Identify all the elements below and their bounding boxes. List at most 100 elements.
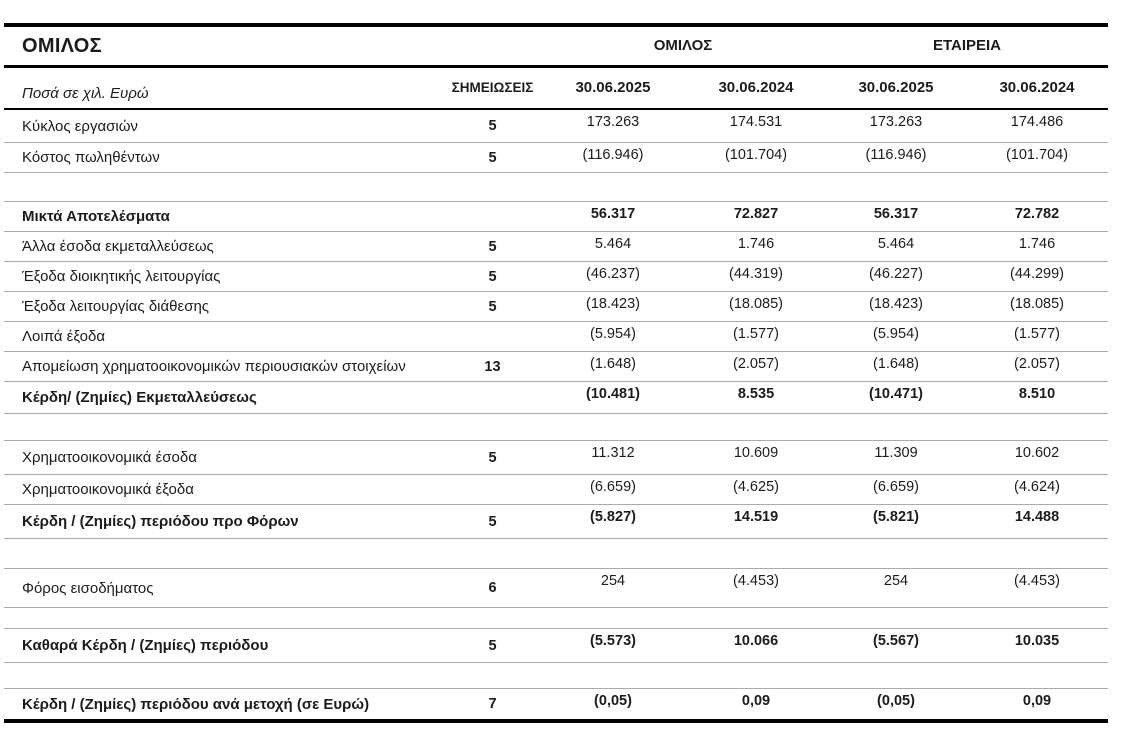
- row-value: 5.464: [877, 236, 915, 252]
- row-label: Καθαρά Κέρδη / (Ζημίες) περιόδου: [22, 637, 269, 654]
- notes-column-header: ΣΗΜΕΙΩΣΕΙΣ: [451, 80, 534, 95]
- row-label: Απομείωση χρηματοοικονομικών περιουσιακώ…: [22, 358, 406, 375]
- period-header: 30.06.2024: [718, 79, 794, 96]
- row-note: 7: [488, 696, 497, 712]
- row-value: 56.317: [590, 206, 636, 222]
- page-title: ΟΜΙΛΟΣ: [22, 34, 102, 57]
- row-value: (6.659): [590, 479, 636, 495]
- unit-label: Ποσά σε χιλ. Ευρώ: [22, 85, 149, 102]
- title-band: ΟΜΙΛΟΣ ΟΜΙΛΟΣ ΕΤΑΙΡΕΙΑ: [4, 27, 1108, 68]
- row-value: (5.954): [873, 326, 919, 342]
- row-value: (5.821): [873, 509, 919, 525]
- row-value: (4.625): [733, 479, 779, 495]
- row-label: Χρηματοοικονομικά έσοδα: [22, 449, 197, 466]
- row-value: (101.704): [1005, 147, 1069, 163]
- row-value: (4.453): [733, 573, 779, 589]
- row-label: Κύκλος εργασιών: [22, 117, 138, 135]
- spacer-row: [4, 663, 1108, 689]
- row-value: (18.085): [728, 296, 783, 312]
- row-value: 174.531: [729, 114, 783, 130]
- table-row: Κόστος πωληθέντων 5 (116.946) (101.704) (116…: [4, 143, 1108, 173]
- table-body: Κύκλος εργασιών 5 173.263 174.531 173.263 174…: [4, 110, 1108, 723]
- period-header: 30.06.2024: [999, 79, 1075, 96]
- row-value: 254: [600, 573, 626, 589]
- row-value: 1.746: [737, 236, 775, 252]
- row-note: 13: [484, 358, 501, 375]
- row-value: 1.746: [1018, 236, 1056, 252]
- table-row: Μικτά Αποτελέσματα 56.317 72.827 56.317 72.7…: [4, 202, 1108, 232]
- row-value: (44.299): [1009, 266, 1064, 282]
- row-value: (18.423): [585, 296, 640, 312]
- row-label: Φόρος εισοδήματος: [22, 579, 154, 597]
- row-value: 72.827: [733, 206, 779, 222]
- period-header: 30.06.2025: [575, 79, 651, 96]
- row-value: 0,09: [741, 693, 771, 709]
- row-label: Μικτά Αποτελέσματα: [22, 208, 170, 225]
- row-value: (2.057): [733, 356, 779, 372]
- row-value: (18.085): [1009, 296, 1064, 312]
- row-value: (5.567): [873, 633, 919, 649]
- row-label: Έξοδα λειτουργίας διάθεσης: [22, 298, 210, 315]
- row-value: (5.954): [590, 326, 636, 342]
- row-note: [445, 475, 540, 504]
- row-value: (101.704): [724, 147, 788, 163]
- income-statement-table: ΟΜΙΛΟΣ ΟΜΙΛΟΣ ΕΤΑΙΡΕΙΑ Ποσά σε χιλ. Ευρώ…: [4, 23, 1108, 723]
- row-value: (4.624): [1014, 479, 1060, 495]
- row-value: (1.577): [1014, 326, 1060, 342]
- spacer-row: [4, 608, 1108, 629]
- row-value: 5.464: [594, 236, 632, 252]
- table-row: Χρηματοοικονομικά έξοδα (6.659) (4.625) (6.…: [4, 475, 1108, 505]
- row-value: (5.827): [590, 509, 636, 525]
- row-label: Λοιπά έξοδα: [22, 328, 106, 345]
- row-value: (46.237): [585, 266, 640, 282]
- table-row: Κέρδη/ (Ζημίες) Εκμεταλλεύσεως (10.481) 8.…: [4, 382, 1108, 414]
- row-value: 72.782: [1014, 206, 1060, 222]
- spacer-row: [4, 414, 1108, 441]
- row-label: Έξοδα διοικητικής λειτουργίας: [22, 268, 221, 285]
- row-value: 10.035: [1014, 633, 1060, 649]
- row-note: 5: [488, 268, 497, 285]
- row-value: (46.227): [868, 266, 923, 282]
- row-value: (10.481): [585, 386, 640, 402]
- row-value: 8.510: [1018, 386, 1056, 402]
- table-row: Απομείωση χρηματοοικονομικών περιουσιακώ…: [4, 352, 1108, 382]
- row-label: Άλλα έσοδα εκμεταλλεύσεως: [22, 238, 214, 255]
- row-label: Κόστος πωληθέντων: [22, 149, 160, 166]
- row-note: 6: [488, 580, 497, 596]
- table-row: Έξοδα λειτουργίας διάθεσης 5 (18.423) (18.0…: [4, 292, 1108, 322]
- row-value: (116.946): [582, 147, 644, 163]
- row-value: (0,05): [877, 693, 915, 709]
- row-value: (1.648): [590, 356, 636, 372]
- row-value: (4.453): [1014, 573, 1060, 589]
- row-label: Κέρδη / (Ζημίες) περιόδου ανά μετοχή (σε…: [22, 695, 370, 713]
- row-note: [445, 382, 540, 413]
- row-note: 5: [488, 118, 497, 134]
- row-value: (1.648): [873, 356, 919, 372]
- table-row: Κύκλος εργασιών 5 173.263 174.531 173.263 174…: [4, 110, 1108, 143]
- row-note: 5: [488, 149, 497, 166]
- row-value: (1.577): [733, 326, 779, 342]
- row-value: 14.488: [1014, 509, 1060, 525]
- table-row: Άλλα έσοδα εκμεταλλεύσεως 5 5.464 1.746 5.46…: [4, 232, 1108, 262]
- row-value: 11.309: [874, 445, 918, 461]
- table-row: Κέρδη / (Ζημίες) περιόδου προ Φόρων 5 (5.8…: [4, 505, 1108, 539]
- row-value: 14.519: [733, 509, 779, 525]
- row-value: 10.066: [733, 633, 779, 649]
- row-note: 5: [488, 637, 497, 654]
- row-value: 8.535: [737, 386, 775, 402]
- table-row: Φόρος εισοδήματος 6 254 (4.453) 254 (4.453): [4, 569, 1108, 608]
- row-note: [445, 322, 540, 351]
- row-value: (18.423): [868, 296, 923, 312]
- row-value: (2.057): [1014, 356, 1060, 372]
- row-label: Κέρδη / (Ζημίες) περιόδου προ Φόρων: [22, 513, 299, 530]
- row-value: 254: [883, 573, 909, 589]
- period-header: 30.06.2025: [858, 79, 934, 96]
- row-value: 10.609: [733, 445, 779, 461]
- row-note: 5: [488, 238, 497, 255]
- column-header-row: Ποσά σε χιλ. Ευρώ ΣΗΜΕΙΩΣΕΙΣ 30.06.2025 …: [4, 68, 1108, 110]
- row-value: 11.312: [591, 445, 635, 461]
- column-group-label-company: ΕΤΑΙΡΕΙΑ: [932, 37, 1002, 54]
- row-value: (6.659): [873, 479, 919, 495]
- spacer-row: [4, 539, 1108, 569]
- table-row: Κέρδη / (Ζημίες) περιόδου ανά μετοχή (σε…: [4, 689, 1108, 719]
